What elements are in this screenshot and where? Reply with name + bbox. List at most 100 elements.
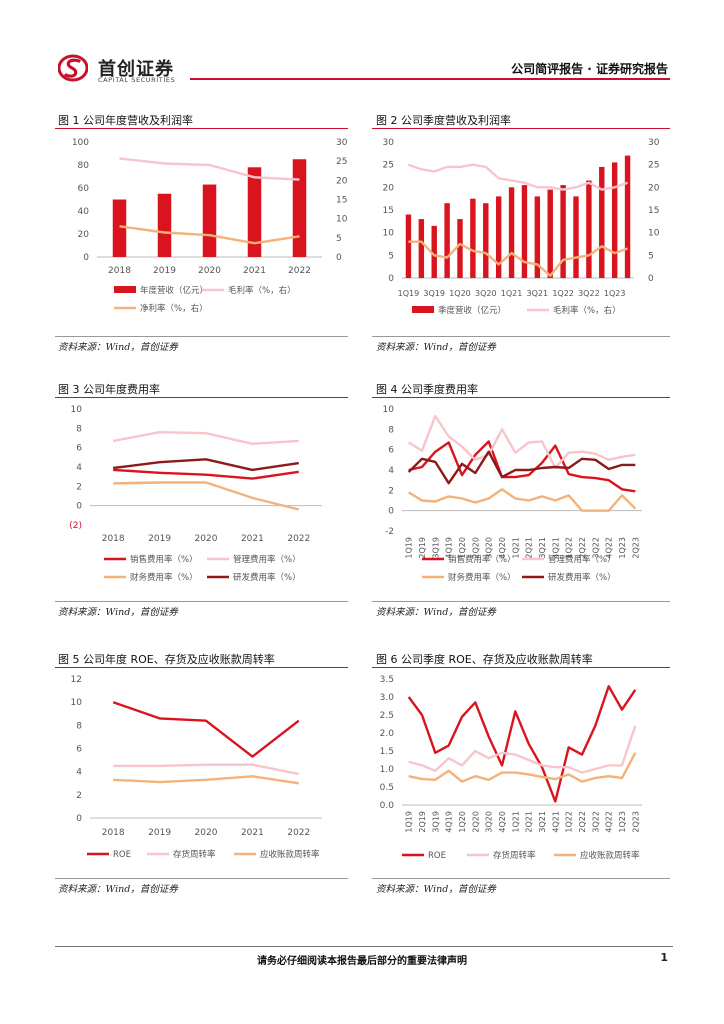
logo-icon — [58, 54, 88, 82]
bar — [292, 159, 307, 257]
x-tick-label: 2020 — [195, 828, 218, 838]
y-tick-label: 5 — [388, 251, 394, 261]
y2-tick-label: 5 — [336, 234, 342, 244]
y-tick-label: 8 — [76, 424, 82, 434]
legend-label: 毛利率（%，右） — [228, 285, 296, 296]
y-tick-label: 0.5 — [380, 783, 394, 793]
x-tick-label: 2022 — [287, 534, 310, 544]
y-tick-label: 8 — [76, 721, 82, 731]
y-tick-label: 0 — [388, 274, 394, 284]
y2-tick-label: 20 — [336, 176, 348, 186]
y2-tick-label: 15 — [336, 196, 347, 206]
x-tick-label: 2Q23 — [631, 811, 640, 833]
x-tick-label: 1Q22 — [565, 811, 574, 833]
y-tick-label: 1.5 — [380, 747, 394, 757]
figure-divider — [372, 128, 670, 129]
legend-label: 存货周转率 — [493, 850, 536, 861]
series-line-销售费用率 — [113, 468, 299, 480]
y2-tick-label: 15 — [648, 206, 659, 216]
bar — [157, 193, 172, 257]
y-tick-label: 100 — [72, 138, 89, 148]
figure-title: 图 2 公司季度营收及利润率 — [376, 114, 511, 127]
x-tick-label: 3Q20 — [475, 289, 497, 298]
page-number: 1 — [660, 951, 668, 964]
y-tick-label: 25 — [383, 161, 394, 171]
y-tick-label: 20 — [383, 183, 395, 193]
legend-label: 研发费用率（%） — [233, 572, 301, 583]
figure-divider — [372, 667, 670, 668]
x-tick-label: 2019 — [148, 534, 171, 544]
figure-divider — [55, 128, 348, 129]
figure-title: 图 1 公司年度营收及利润率 — [58, 114, 193, 127]
y-tick-label: 15 — [383, 206, 394, 216]
chart-2: 0 5 10 15 20 25 30 0 5 10 15 20 25 30 1Q19 3Q19 1Q20 3Q20… — [383, 138, 660, 316]
figure-title: 图 5 公司年度 ROE、存货及应收账款周转率 — [58, 653, 275, 666]
series-line-财务费用率 — [408, 488, 637, 512]
y-tick-label: 10 — [71, 698, 83, 708]
y-tick-label: 6 — [76, 745, 82, 755]
x-tick-label: 1Q20 — [449, 289, 471, 298]
figure-title: 图 4 公司季度费用率 — [376, 383, 478, 396]
chart-4: -2 0 2 4 6 8 10 1Q19 2Q19 3Q19 4Q19 1Q20 2Q20 3Q20 4Q2… — [383, 405, 642, 583]
source-divider — [372, 336, 670, 337]
x-tick-label: 2022 — [288, 266, 311, 276]
series-line-roe — [112, 701, 300, 758]
y2-tick-label: 30 — [336, 138, 348, 148]
series-line-存货周转率 — [113, 763, 300, 776]
x-tick-label: 2Q19 — [418, 537, 427, 559]
figure-divider — [55, 397, 348, 398]
x-tick-label: 2021 — [241, 534, 264, 544]
x-tick-label: 1Q19 — [405, 811, 414, 833]
x-tick-label: 2020 — [198, 266, 221, 276]
chart-6: 0.0 0.5 1.0 1.5 2.0 2.5 3.0 3.5 1Q19 2Q19 3Q19 4Q19… — [380, 675, 642, 861]
bar — [405, 214, 412, 278]
y-tick-label: 10 — [383, 229, 395, 239]
legend-swatch — [412, 306, 434, 313]
y-tick-label: 0 — [76, 502, 82, 512]
bar — [495, 196, 502, 278]
bar — [573, 196, 579, 278]
source-note: 资料来源：Wind，首创证券 — [58, 342, 178, 353]
series-line-净利率右 — [119, 225, 300, 245]
bar — [599, 166, 605, 278]
legend-label: ROE — [428, 851, 446, 861]
source-divider — [372, 878, 670, 879]
x-tick-label: 3Q19 — [431, 811, 440, 833]
y2-tick-label: 25 — [336, 157, 347, 167]
y-tick-label: 4 — [76, 463, 82, 473]
x-tick-label: 4Q20 — [498, 537, 507, 559]
y-tick-label: 0.0 — [380, 801, 395, 811]
legend-label: 应收账款周转率 — [580, 850, 640, 861]
x-tick-label: 2Q21 — [525, 537, 534, 559]
x-tick-label: 2019 — [153, 266, 176, 276]
x-tick-label: 1Q19 — [398, 289, 420, 298]
y-tick-label: 2 — [388, 486, 394, 496]
legend-label: 财务费用率（%） — [448, 572, 516, 583]
legend-label: 管理费用率（%） — [548, 554, 616, 565]
y-tick-label: 0 — [83, 253, 89, 263]
source-note: 资料来源：Wind，首创证券 — [376, 342, 496, 353]
x-tick-label: 2022 — [287, 828, 310, 838]
x-tick-label: 4Q22 — [605, 537, 614, 559]
x-tick-label: 4Q19 — [445, 811, 454, 833]
y-tick-label: 2.5 — [380, 711, 394, 721]
legend-swatch — [114, 286, 136, 293]
legend-label: 财务费用率（%） — [130, 572, 198, 583]
bar — [534, 196, 541, 278]
x-tick-label: 3Q19 — [423, 289, 445, 298]
legend-label: 毛利率（%，右） — [553, 305, 621, 316]
bar — [112, 199, 127, 257]
chart-3: (2) 0 2 4 6 8 10 2018 2019 2020 2021 2022 销售费用率（%） 管理… — [69, 405, 322, 583]
y-tick-label: 40 — [78, 207, 90, 217]
source-divider — [372, 601, 670, 602]
y-tick-label: 3.0 — [380, 693, 395, 703]
series-line-财务费用率 — [113, 481, 300, 511]
y-tick-label: 80 — [78, 161, 90, 171]
y-tick-label: 30 — [383, 138, 395, 148]
bar — [202, 184, 217, 257]
bar — [521, 185, 528, 278]
bar — [586, 180, 592, 278]
x-tick-label: 2Q19 — [418, 811, 427, 833]
chart-1: 0 20 40 60 80 100 0 5 10 15 20 25 30 2018 2019 2020 2021… — [72, 138, 348, 314]
y-tick-label: 20 — [78, 230, 90, 240]
